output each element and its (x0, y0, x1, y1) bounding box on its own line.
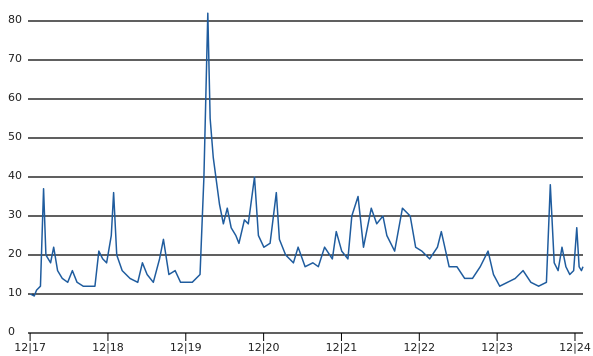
x-tick-label: 12|18 (92, 341, 124, 354)
x-tick-label: 12|19 (170, 341, 202, 354)
y-tick-label: 80 (8, 13, 22, 26)
y-tick-label: 70 (8, 52, 22, 65)
x-tick-label: 12|20 (248, 341, 280, 354)
x-tick-label: 12|23 (481, 341, 513, 354)
y-tick-label: 60 (8, 91, 22, 104)
y-tick-label: 30 (8, 208, 22, 221)
x-tick-label: 12|17 (14, 341, 46, 354)
x-tick-label: 12|24 (559, 341, 591, 354)
y-tick-label: 50 (8, 130, 22, 143)
data-line (30, 12, 584, 297)
x-tick-label: 12|22 (403, 341, 435, 354)
x-tick-label: 12|21 (326, 341, 358, 354)
y-tick-label: 20 (8, 247, 22, 260)
y-tick-label: 40 (8, 169, 22, 182)
y-tick-label: 0 (8, 325, 15, 338)
y-tick-label: 10 (8, 286, 22, 299)
